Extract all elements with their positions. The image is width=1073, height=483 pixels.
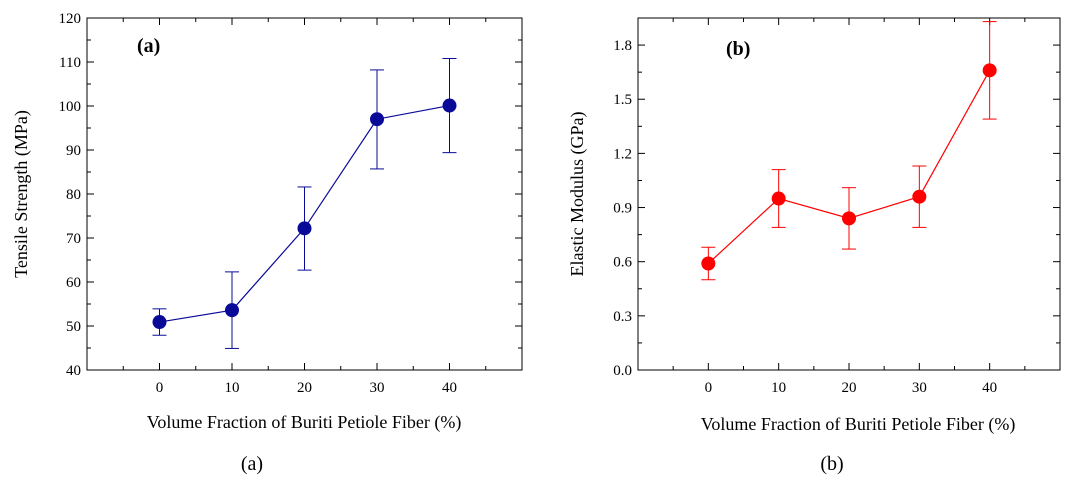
x-tick-label: 30 — [370, 380, 385, 396]
y-tick-label: 90 — [66, 143, 81, 159]
y-tick-label: 1.8 — [613, 38, 632, 54]
x-tick-label: 0 — [705, 380, 713, 396]
y-tick-label: 70 — [66, 231, 81, 247]
y-tick-label: 110 — [59, 55, 81, 71]
x-axis-title: Volume Fraction of Buriti Petiole Fiber … — [147, 412, 462, 433]
data-point — [842, 211, 856, 226]
x-tick-label: 10 — [225, 380, 240, 396]
y-tick-label: 1.5 — [613, 92, 632, 108]
x-tick-label: 30 — [912, 380, 927, 396]
figure-caption: (a) — [241, 453, 263, 475]
data-point — [152, 315, 167, 330]
chart-panel-b: 0.0 0.3 0.6 0.9 1.2 1.5 1.8 0 10 20 30 40 Elastic Mo… — [567, 17, 1061, 475]
data-point — [982, 63, 997, 78]
y-tick-label: 1.2 — [613, 146, 632, 162]
data-point — [297, 221, 312, 236]
x-axis-title: Volume Fraction of Buriti Petiole Fiber … — [701, 414, 1016, 435]
y-tick-label: 120 — [59, 11, 82, 27]
chart-panel-a: 40 50 60 70 80 90 100 110 120 0 10 20 30 40 Tensile St… — [11, 11, 523, 475]
y-tick-label: 80 — [66, 187, 81, 203]
y-tick-label: 0.0 — [613, 363, 632, 379]
y-tick-label: 0.9 — [613, 201, 632, 217]
y-tick-label: 0.3 — [613, 309, 632, 325]
y-tick-label: 0.6 — [613, 255, 632, 271]
x-tick-label: 10 — [771, 380, 786, 396]
data-point — [225, 303, 239, 318]
x-tick-label: 20 — [297, 380, 312, 396]
x-tick-label: 20 — [842, 380, 857, 396]
data-point — [912, 189, 927, 204]
data-point — [771, 191, 786, 206]
data-point — [442, 98, 457, 113]
y-tick-label: 40 — [66, 363, 81, 379]
x-tick-label: 40 — [442, 380, 457, 396]
x-tick-label: 0 — [156, 380, 164, 396]
panel-label: (a) — [137, 35, 160, 57]
x-tick-label: 40 — [982, 380, 997, 396]
y-tick-label: 100 — [59, 99, 82, 115]
data-point — [370, 112, 384, 127]
data-point — [701, 256, 716, 271]
y-axis-title: Elastic Modulus (GPa) — [567, 112, 588, 277]
panel-label: (b) — [726, 38, 750, 60]
y-tick-label: 60 — [66, 275, 81, 291]
figure-caption: (b) — [820, 453, 843, 475]
y-tick-label: 50 — [66, 319, 81, 335]
y-axis-title: Tensile Strength (MPa) — [11, 110, 32, 278]
